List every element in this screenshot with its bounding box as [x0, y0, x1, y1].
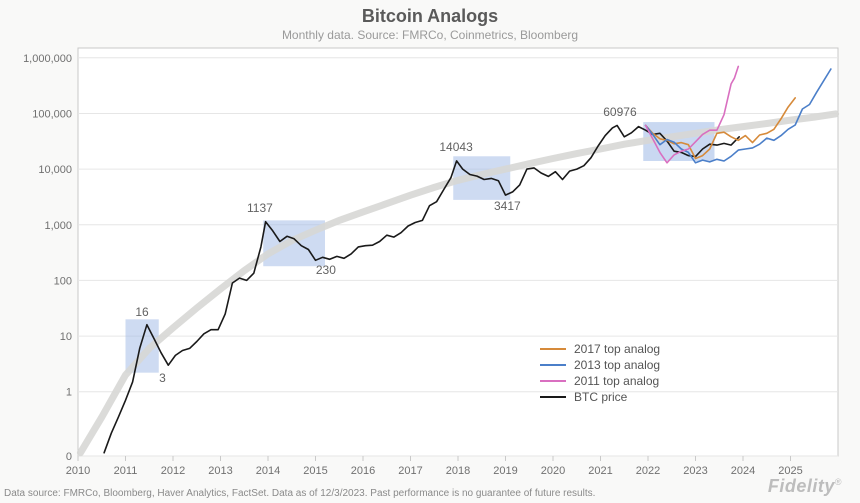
- svg-text:1,000: 1,000: [44, 220, 72, 232]
- svg-text:2024: 2024: [731, 465, 755, 477]
- svg-text:2022: 2022: [636, 465, 660, 477]
- annotation: 1137: [247, 201, 273, 215]
- legend-label: 2013 top analog: [574, 358, 660, 372]
- svg-text:10: 10: [60, 331, 72, 343]
- svg-text:10,000: 10,000: [38, 164, 72, 176]
- svg-text:2018: 2018: [446, 465, 470, 477]
- svg-text:2019: 2019: [493, 465, 517, 477]
- legend-swatch: [540, 348, 566, 350]
- annotation: 230: [316, 263, 336, 277]
- svg-text:2021: 2021: [588, 465, 612, 477]
- svg-text:2016: 2016: [351, 465, 375, 477]
- annotation: 60976: [603, 105, 636, 119]
- annotation: 3417: [494, 199, 521, 213]
- legend-item: 2013 top analog: [540, 358, 660, 372]
- chart-container: { "title": "Bitcoin Analogs", "subtitle"…: [0, 0, 860, 503]
- svg-text:0: 0: [66, 451, 72, 463]
- legend-item: 2017 top analog: [540, 342, 660, 356]
- annotation: 3: [159, 371, 166, 385]
- svg-text:1,000,000: 1,000,000: [23, 53, 72, 65]
- svg-text:100,000: 100,000: [32, 108, 72, 120]
- legend-label: 2011 top analog: [574, 374, 659, 388]
- svg-text:2023: 2023: [683, 465, 707, 477]
- logo-text: Fidelity: [768, 476, 835, 496]
- legend-label: 2017 top analog: [574, 342, 660, 356]
- svg-text:2010: 2010: [66, 465, 90, 477]
- annotation: 14043: [439, 140, 472, 154]
- svg-text:2014: 2014: [256, 465, 280, 477]
- legend-item: BTC price: [540, 390, 660, 404]
- chart-svg: 0 1 10 100 1,000 10,000 100,000 1,000,000 2010 20…: [0, 0, 860, 503]
- footer-text: Data source: FMRCo, Bloomberg, Haver Ana…: [4, 488, 595, 499]
- legend-label: BTC price: [574, 390, 627, 404]
- svg-text:100: 100: [54, 275, 72, 287]
- legend: 2017 top analog 2013 top analog 2011 top a…: [540, 340, 660, 406]
- svg-text:2017: 2017: [398, 465, 422, 477]
- legend-swatch: [540, 364, 566, 366]
- svg-text:2015: 2015: [303, 465, 327, 477]
- annotation: 16: [135, 305, 148, 319]
- svg-text:2020: 2020: [541, 465, 565, 477]
- svg-text:1: 1: [66, 387, 72, 399]
- legend-item: 2011 top analog: [540, 374, 660, 388]
- fidelity-logo: Fidelity®: [768, 476, 842, 497]
- svg-text:2011: 2011: [114, 465, 138, 477]
- legend-swatch: [540, 380, 566, 382]
- svg-text:2012: 2012: [161, 465, 185, 477]
- svg-text:2013: 2013: [208, 465, 232, 477]
- legend-swatch: [540, 396, 566, 398]
